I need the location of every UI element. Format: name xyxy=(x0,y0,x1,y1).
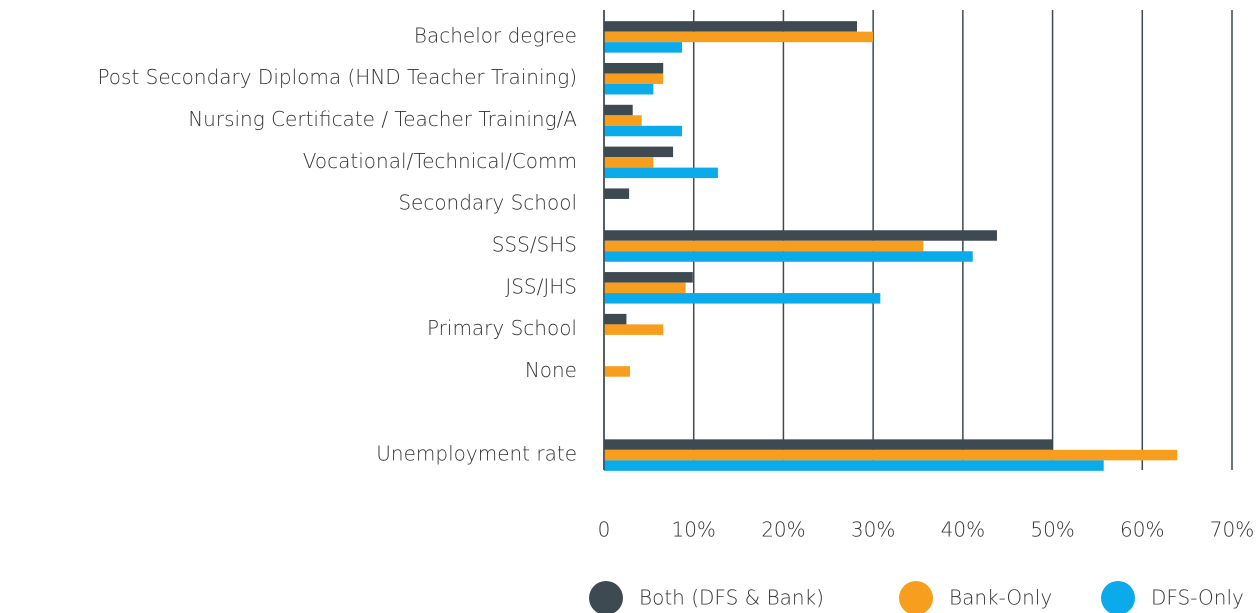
y-tick-label: Vocational/Technical/Comm xyxy=(303,149,577,173)
bar xyxy=(604,21,857,32)
bar xyxy=(604,293,881,304)
x-tick-label: 20% xyxy=(761,518,805,542)
y-tick-label: Bachelor degree xyxy=(414,23,577,47)
bar xyxy=(604,240,924,252)
bar xyxy=(604,157,654,168)
bar xyxy=(604,366,631,377)
legend-label: Bank-Only xyxy=(949,586,1052,610)
x-tick-label: 30% xyxy=(851,518,895,542)
bar xyxy=(604,230,997,241)
bar xyxy=(604,251,973,262)
y-tick-label: Secondary School xyxy=(398,191,577,215)
y-tick-label: Primary School xyxy=(427,316,577,340)
bar xyxy=(604,324,664,335)
x-tick-label: 70% xyxy=(1210,518,1254,542)
bar xyxy=(604,460,1104,471)
x-tick-label: 0 xyxy=(598,518,611,542)
bar xyxy=(604,188,630,199)
x-tick-label: 60% xyxy=(1120,518,1164,542)
bar xyxy=(604,439,1053,450)
bar xyxy=(604,31,874,43)
bar xyxy=(604,146,674,158)
bar xyxy=(604,272,693,283)
bar xyxy=(604,83,654,95)
bar xyxy=(604,73,664,84)
legend-label: DFS-Only xyxy=(1151,586,1244,610)
bar xyxy=(604,125,683,137)
y-tick-label: Post Secondary Diploma (HND Teacher Trai… xyxy=(97,65,577,89)
legend-swatch xyxy=(589,581,623,613)
legend-label: Both (DFS & Bank) xyxy=(639,586,824,610)
bar xyxy=(604,282,686,294)
x-tick-label: 40% xyxy=(941,518,985,542)
bar xyxy=(604,313,627,325)
y-tick-label: Nursing Certificate / Teacher Training/A xyxy=(188,107,577,131)
legend-swatch xyxy=(899,581,933,613)
y-tick-label: SSS/SHS xyxy=(492,233,577,257)
x-tick-label: 10% xyxy=(671,518,715,542)
bar xyxy=(604,167,718,179)
bar xyxy=(604,104,633,116)
bar xyxy=(604,115,642,126)
y-tick-label: None xyxy=(525,358,577,382)
y-tick-label: JSS/JHS xyxy=(505,274,577,298)
x-tick-label: 50% xyxy=(1030,518,1074,542)
y-tick-label: Unemployment rate xyxy=(376,442,577,466)
legend-swatch xyxy=(1101,581,1135,613)
bar xyxy=(604,449,1178,461)
bar xyxy=(604,42,683,53)
bar xyxy=(604,62,664,74)
